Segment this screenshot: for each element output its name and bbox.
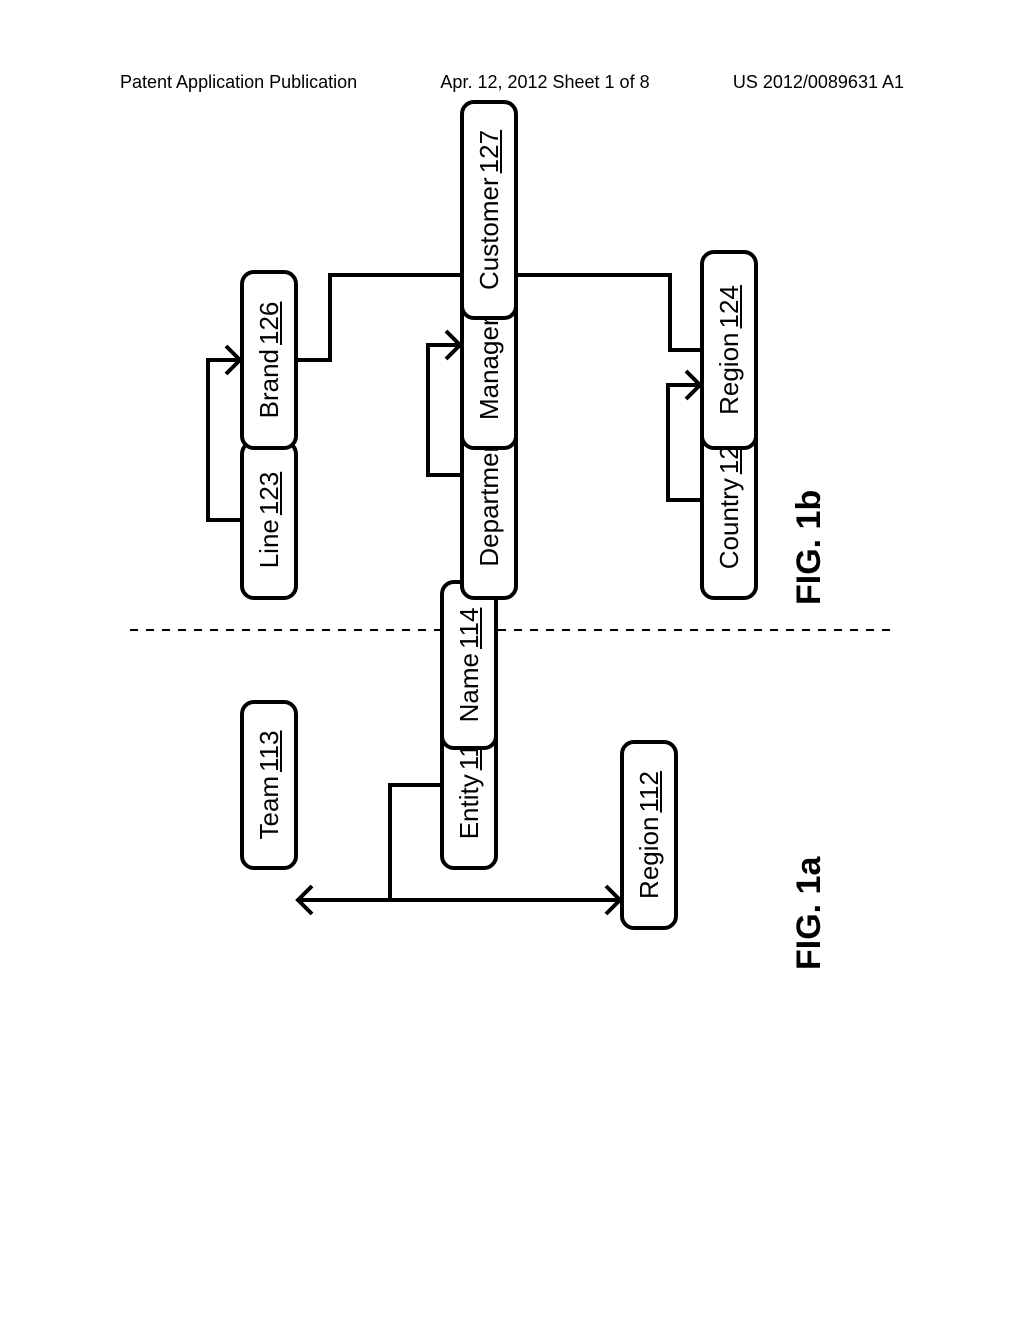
node-label: Country bbox=[714, 474, 745, 569]
node-label: Entity bbox=[454, 770, 485, 839]
node-label: Region bbox=[714, 329, 745, 415]
node-number: 112 bbox=[634, 771, 665, 812]
header-center: Apr. 12, 2012 Sheet 1 of 8 bbox=[357, 72, 733, 93]
node-name: Name 114 bbox=[440, 580, 498, 750]
figure-label: FIG. 1a bbox=[790, 857, 829, 970]
node-label: Manager bbox=[474, 313, 505, 420]
node-number: 113 bbox=[254, 730, 285, 771]
node-team: Team 113 bbox=[240, 700, 298, 870]
header-right: US 2012/0089631 A1 bbox=[733, 72, 904, 93]
header-left: Patent Application Publication bbox=[120, 72, 357, 93]
node-number: 126 bbox=[254, 302, 285, 345]
node-brand: Brand 126 bbox=[240, 270, 298, 450]
node-number: 127 bbox=[474, 130, 505, 173]
node-label: Line bbox=[254, 515, 285, 568]
node-label: Team bbox=[254, 772, 285, 840]
page-header: Patent Application Publication Apr. 12, … bbox=[0, 72, 1024, 93]
node-label: Region bbox=[634, 813, 665, 899]
node-label: Customer bbox=[474, 173, 505, 290]
node-number: 123 bbox=[254, 472, 285, 515]
node-line: Line 123 bbox=[240, 440, 298, 600]
node-label: Name bbox=[454, 649, 485, 722]
diagram-rotated: Entity 111Region 112Team 113Name 114Coun… bbox=[130, 200, 894, 1020]
node-number: 114 bbox=[454, 608, 485, 649]
node-label: Brand bbox=[254, 345, 285, 418]
node-region124: Region 124 bbox=[700, 250, 758, 450]
node-region112: Region 112 bbox=[620, 740, 678, 930]
node-customer: Customer 127 bbox=[460, 100, 518, 320]
diagram-container: Entity 111Region 112Team 113Name 114Coun… bbox=[130, 200, 894, 1020]
figure-label: FIG. 1b bbox=[790, 490, 829, 605]
node-number: 124 bbox=[714, 285, 745, 328]
